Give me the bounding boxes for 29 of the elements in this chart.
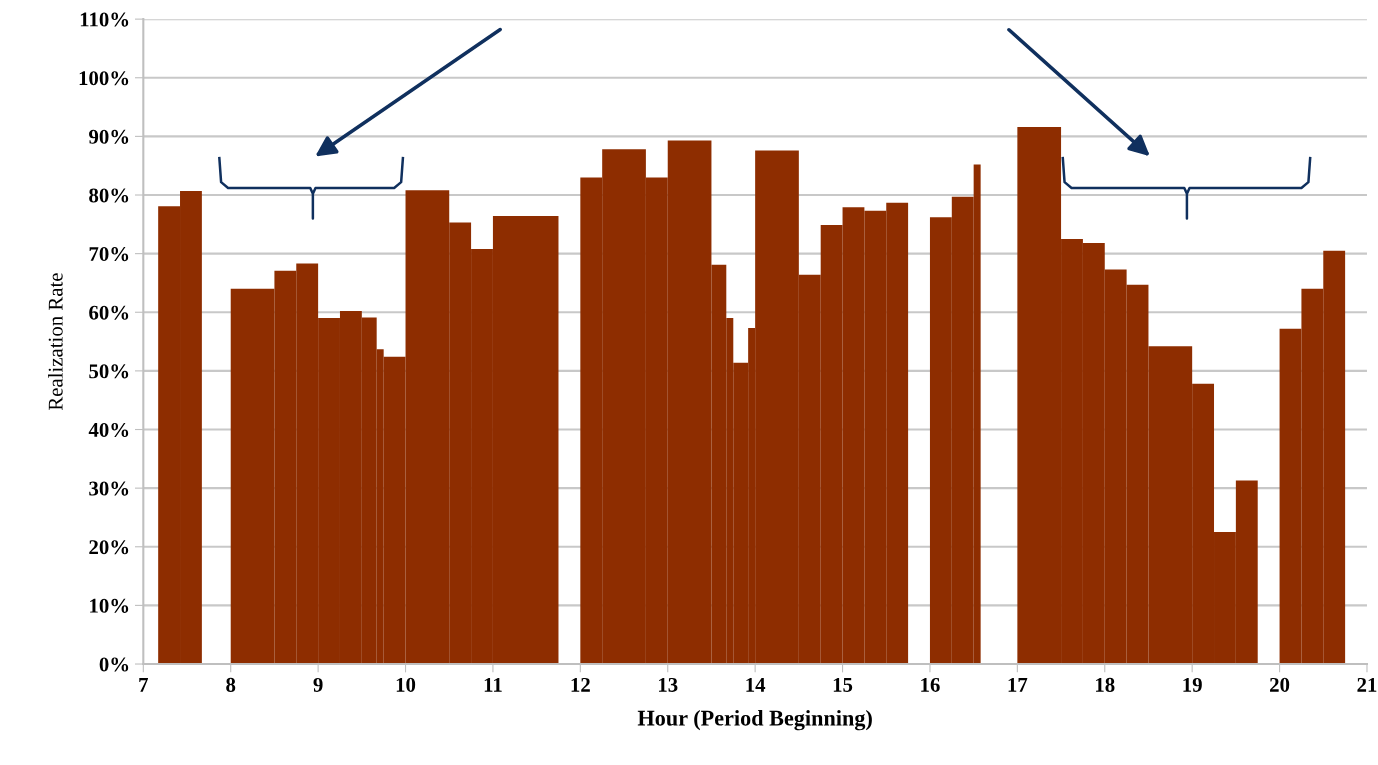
y-tick-label: 10%: [90, 598, 129, 613]
x-tick-label: 18: [1096, 677, 1115, 692]
y-tick-label: 0%: [99, 657, 129, 672]
x-axis-title: Hour (Period Beginning): [637, 710, 872, 731]
x-tick-label: 11: [484, 677, 502, 692]
x-tick-label: 10: [396, 677, 416, 692]
y-tick-label: 100%: [79, 71, 129, 86]
x-tick-label: 8: [226, 677, 236, 692]
x-tick-label: 9: [313, 677, 323, 692]
x-tick-label: 19: [1183, 677, 1202, 692]
x-tick-label: 15: [833, 677, 853, 692]
y-axis-title: Realization Rate: [48, 273, 63, 411]
y-tick-label: 50%: [89, 364, 129, 379]
x-tick-label: 7: [139, 678, 149, 692]
y-tick-label: 60%: [89, 305, 129, 320]
x-tick-label: 21: [1357, 677, 1377, 692]
x-tick-label: 16: [921, 677, 940, 692]
x-tick-label: 17: [1008, 677, 1028, 692]
x-tick-label: 14: [746, 677, 766, 692]
x-tick-label: 20: [1270, 677, 1290, 692]
y-tick-label: 80%: [89, 188, 129, 203]
y-tick-label: 110%: [80, 12, 129, 27]
y-tick-label: 90%: [89, 129, 129, 144]
y-tick-label: 70%: [89, 247, 129, 262]
x-tick-label: 13: [658, 677, 678, 692]
y-tick-label: 40%: [88, 422, 129, 438]
y-tick-label: 30%: [89, 481, 129, 496]
y-tick-label: 20%: [89, 540, 129, 555]
x-tick-label: 12: [571, 677, 590, 692]
